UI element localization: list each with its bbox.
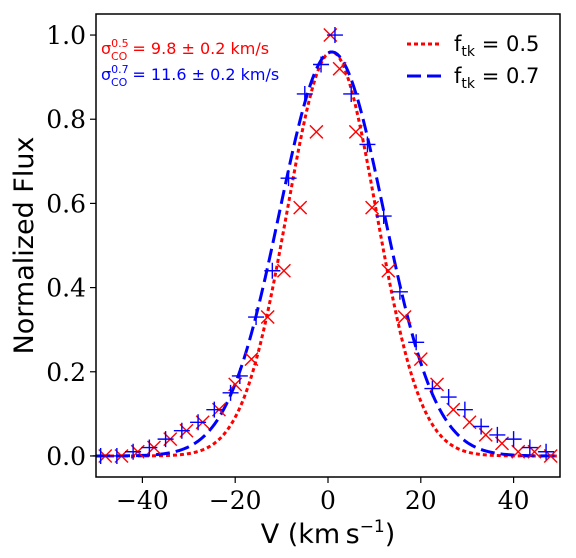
- sigma-annotation: σ0.7 CO = 11.6 ± 0.2 km/s: [101, 63, 279, 89]
- series-2-point: [222, 384, 239, 401]
- y-tick-label: 0.2: [46, 358, 86, 387]
- series-2-point: [424, 380, 441, 397]
- series-1-point: [348, 124, 363, 139]
- series-2-point: [408, 334, 425, 351]
- x-tick-label: 40: [498, 486, 530, 515]
- series-2-point: [521, 439, 538, 456]
- x-axis-label: V (km s−1): [261, 517, 396, 550]
- series-2-point: [280, 170, 297, 187]
- axis-ticks: −40 −20 0 20 40 0.0 0.2 0.4 0.6 0.8 1.0: [46, 21, 529, 515]
- series-1-point: [244, 352, 259, 367]
- model-curves: [96, 50, 561, 458]
- annotations: σ0.5 CO = 9.8 ± 0.2 km/sσ0.7 CO = 11.6 ± 0…: [101, 37, 279, 89]
- series-2-point: [264, 262, 281, 279]
- series-1-point: [276, 263, 291, 278]
- legend: ftk = 0.5 ftk = 0.7: [407, 32, 539, 92]
- x-tick-label: 20: [405, 486, 437, 515]
- series-2-point: [343, 85, 360, 102]
- y-tick-label: 0.4: [46, 274, 86, 303]
- series-2-point: [391, 283, 408, 300]
- series-1-point: [260, 310, 275, 325]
- series-1-point: [309, 124, 324, 139]
- series-2-point: [206, 401, 223, 418]
- series-2-point: [440, 389, 457, 406]
- y-tick-label: 0.0: [46, 442, 86, 471]
- series-2-point: [505, 431, 522, 448]
- series-1-point: [381, 263, 396, 278]
- series-1-point: [332, 61, 347, 76]
- series-2-point: [326, 27, 343, 44]
- sigma-annotation: σ0.5 CO = 9.8 ± 0.2 km/s: [101, 37, 269, 63]
- series-2-point: [538, 443, 555, 460]
- legend-label: ftk = 0.7: [454, 64, 539, 92]
- series-2-point: [141, 439, 158, 456]
- series-2-point: [473, 418, 490, 435]
- series-1-point: [397, 310, 412, 325]
- series-1-point: [446, 402, 461, 417]
- y-tick-label: 1.0: [46, 21, 86, 50]
- series-2-point: [173, 422, 190, 439]
- series-1-point: [293, 200, 308, 215]
- x-tick-label: −20: [209, 486, 262, 515]
- x-tick-label: 0: [320, 486, 336, 515]
- series-2-point: [190, 414, 207, 431]
- data-markers: [92, 27, 558, 464]
- series-2-point: [231, 367, 248, 384]
- series-2-point: [296, 85, 313, 102]
- series-2-point: [489, 426, 506, 443]
- series-1-curve: [96, 50, 560, 458]
- y-tick-label: 0.8: [46, 105, 86, 134]
- series-2-curve: [96, 50, 561, 458]
- series-2-point: [125, 443, 142, 460]
- series-2-point: [359, 136, 376, 153]
- series-2-point: [108, 447, 125, 464]
- series-2-point: [313, 56, 330, 73]
- y-axis-label: Normalized Flux: [9, 137, 40, 355]
- series-1-point: [365, 200, 380, 215]
- legend-label: ftk = 0.5: [454, 32, 539, 60]
- series-2-point: [375, 208, 392, 225]
- series-2-point: [248, 309, 265, 326]
- x-tick-label: −40: [116, 486, 169, 515]
- series-2-point: [157, 431, 174, 448]
- y-tick-label: 0.6: [46, 189, 86, 218]
- series-2-point: [456, 401, 473, 418]
- series-1-point: [413, 352, 428, 367]
